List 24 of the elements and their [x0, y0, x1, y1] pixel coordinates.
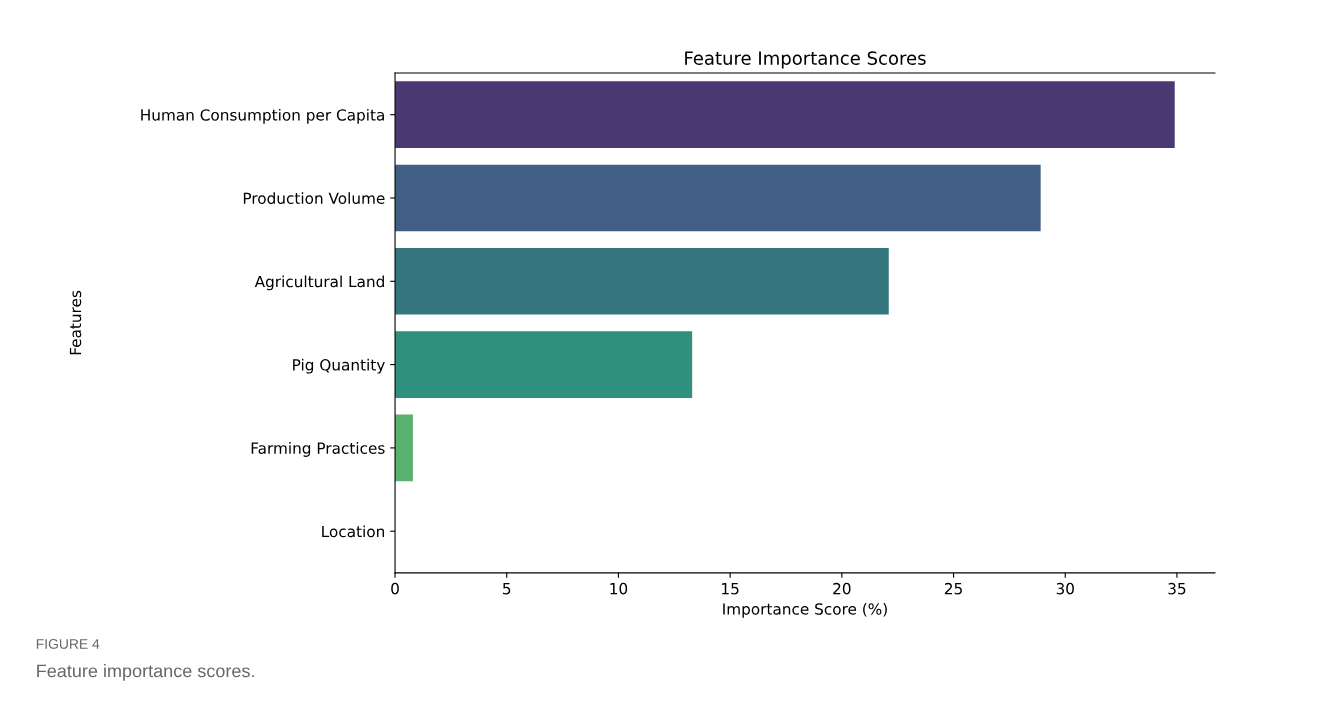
y-tick-label: Production Volume: [243, 192, 385, 205]
y-tick-label: Agricultural Land: [254, 275, 384, 291]
caption: FIGURE 4: [36, 639, 100, 649]
y-tick-label: Location: [322, 525, 385, 538]
y-tick-label: Farming Practices: [251, 442, 385, 457]
x-tick-label: 20: [833, 582, 851, 595]
x-tick-label: 5: [503, 583, 511, 595]
x-tick-label: 0: [391, 582, 399, 595]
x-tick-label: 10: [610, 582, 628, 595]
bar: [395, 247, 889, 315]
x-tick-label: 30: [1056, 582, 1074, 595]
bar: [395, 414, 413, 482]
y-tick-label: Pig Quantity: [293, 358, 385, 374]
x-tick-label: 25: [944, 582, 962, 595]
x-axis-title: Importance Score (%): [723, 602, 887, 618]
y-tick-label: Human Consumption per Capita: [141, 108, 384, 124]
text: Feature importance scores.: [37, 664, 254, 681]
x-tick-label: 35: [1168, 582, 1186, 595]
bar: [395, 81, 1175, 148]
y-axis-title: Features: [69, 290, 82, 355]
chart-title: Feature Importance Scores: [685, 51, 926, 69]
x-tick-label: 15: [722, 583, 739, 595]
bar: [395, 331, 693, 398]
bar: [395, 164, 1041, 232]
